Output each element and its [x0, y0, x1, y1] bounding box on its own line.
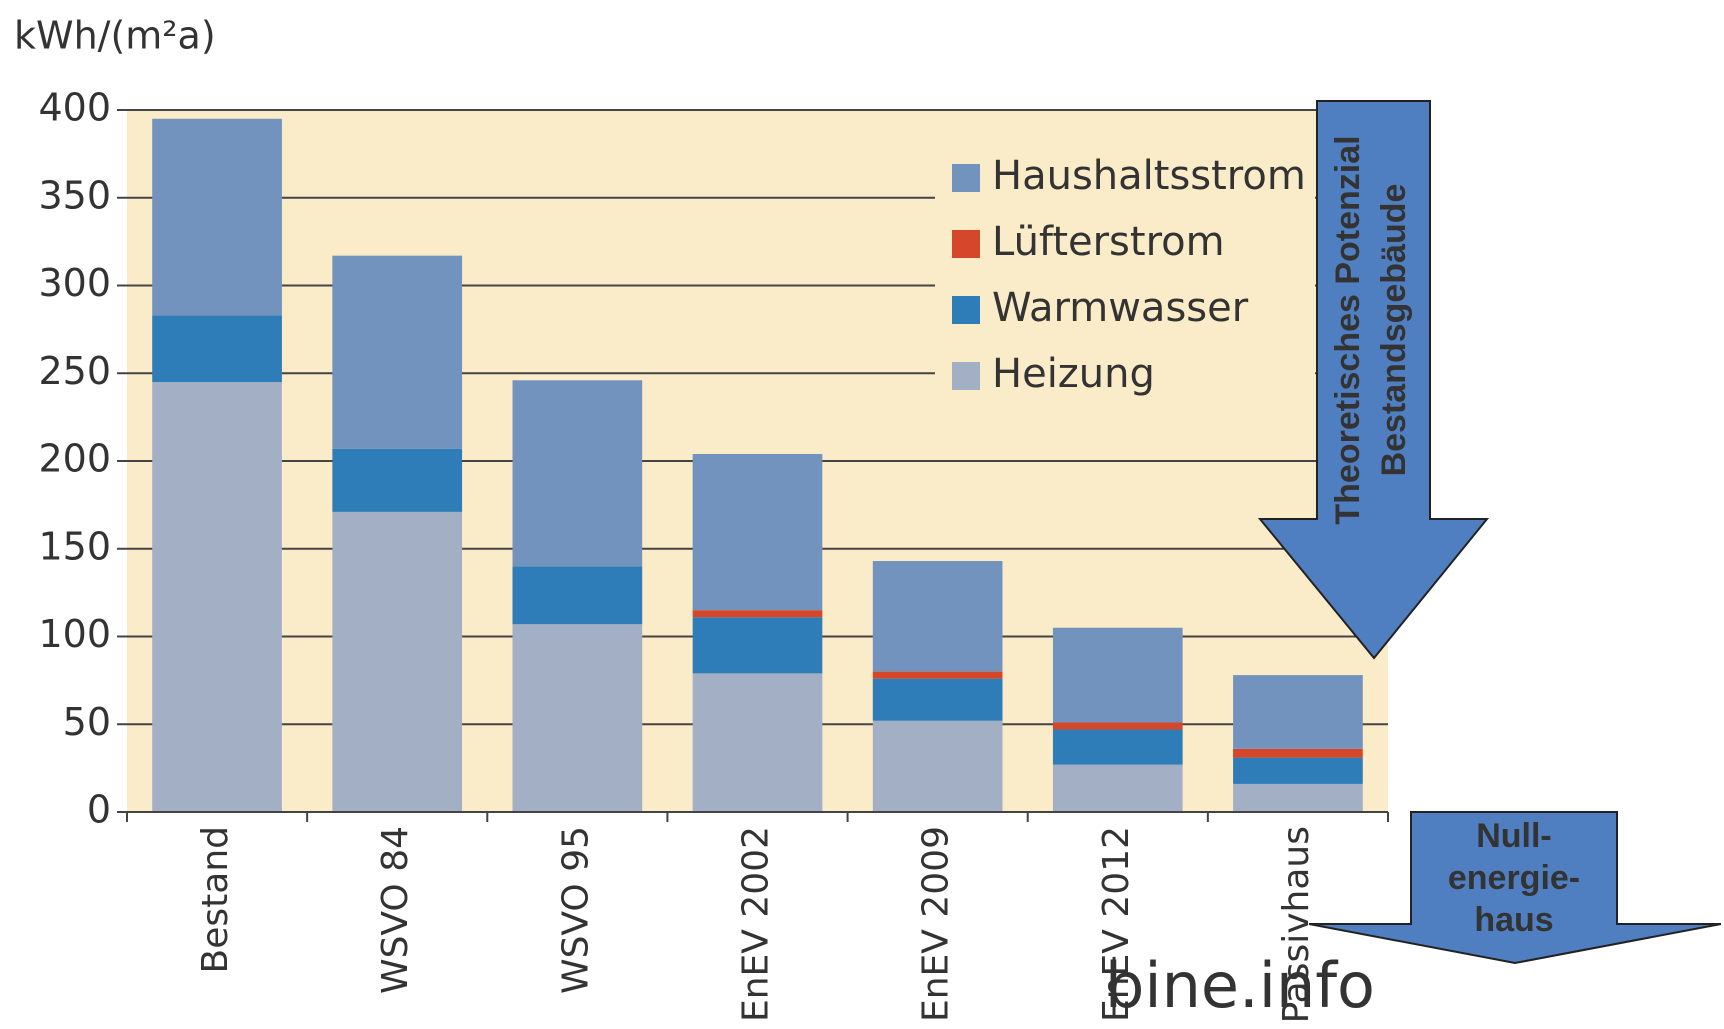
x-tick-label: EnEV 2012 [1096, 826, 1137, 1022]
arrow-down [1308, 811, 1722, 965]
annotations: bine.info Theoretisches Potenzial Bestands… [1105, 100, 1722, 1022]
x-tick-label: EnEV 2009 [916, 826, 957, 1022]
bar-segment [872, 561, 1003, 672]
bar-segment [512, 566, 643, 625]
legend-box [935, 150, 1315, 412]
bar-segment [1233, 748, 1363, 758]
legend: Haushaltsstrom Lüfterstrom Warmwasser Heizu… [935, 150, 1315, 412]
bar-segment [332, 255, 463, 449]
annotation-text: Bestandsgebäude [1375, 184, 1413, 477]
bar-segment [692, 453, 823, 611]
y-tick-label: 250 [38, 349, 111, 393]
bar-segment [1052, 627, 1183, 723]
bar-segment [332, 448, 463, 512]
bar-segment [692, 610, 823, 618]
x-tick-label: EnEV 2002 [736, 826, 777, 1022]
bar-segment [152, 315, 282, 383]
annotation-text: haus [1474, 901, 1553, 939]
bar-segment [692, 617, 823, 674]
y-tick-label: 400 [38, 86, 111, 130]
annotation-text: Theoretisches Potenzial [1329, 135, 1367, 524]
y-tick-label: 100 [38, 612, 111, 656]
y-tick-label: 50 [63, 700, 111, 744]
bar-segment [872, 678, 1003, 721]
legend-swatch [952, 296, 980, 324]
legend-swatch [952, 164, 980, 192]
watermark: bine.info [1105, 949, 1375, 1022]
x-tick-label: WSVO 84 [375, 826, 416, 994]
annotation-text: energie- [1448, 859, 1580, 897]
bar-segment [332, 511, 463, 812]
x-tick-label: Bestand [195, 826, 236, 973]
axes: 0 50 100 150 200 250 300 350 400 Bestand WSVO 84 WS… [38, 86, 1389, 1023]
y-tick-label: 200 [38, 437, 111, 481]
legend-swatch [952, 230, 980, 258]
bar-segment [872, 671, 1003, 679]
bar-segment [1052, 729, 1183, 765]
bar-segment [512, 624, 643, 812]
legend-swatch [952, 362, 980, 390]
bar-segment [1052, 764, 1183, 812]
bar-segment [1233, 757, 1363, 784]
bar-segment [872, 720, 1003, 812]
bar-segment [1233, 675, 1363, 749]
arrow-down [1257, 100, 1490, 660]
annotation-text: Null- [1476, 817, 1552, 855]
legend-label: Lüfterstrom [992, 219, 1225, 265]
y-axis-label: kWh/(m²a) [14, 14, 216, 58]
bar-segment [1233, 783, 1363, 812]
y-tick-label: 350 [38, 173, 111, 217]
bar-segment [512, 380, 643, 567]
legend-label: Heizung [992, 351, 1155, 397]
bar-segment [152, 382, 282, 812]
legend-label: Haushaltsstrom [992, 153, 1306, 199]
bar-segment [1052, 722, 1183, 730]
y-tick-label: 300 [38, 261, 111, 305]
bars [152, 118, 1363, 812]
x-tick-label: WSVO 95 [555, 826, 596, 994]
y-tick-label: 150 [38, 524, 111, 568]
legend-label: Warmwasser [992, 285, 1249, 331]
y-tick-label: 0 [87, 788, 111, 832]
bar-segment [152, 118, 282, 316]
bar-segment [692, 673, 823, 812]
